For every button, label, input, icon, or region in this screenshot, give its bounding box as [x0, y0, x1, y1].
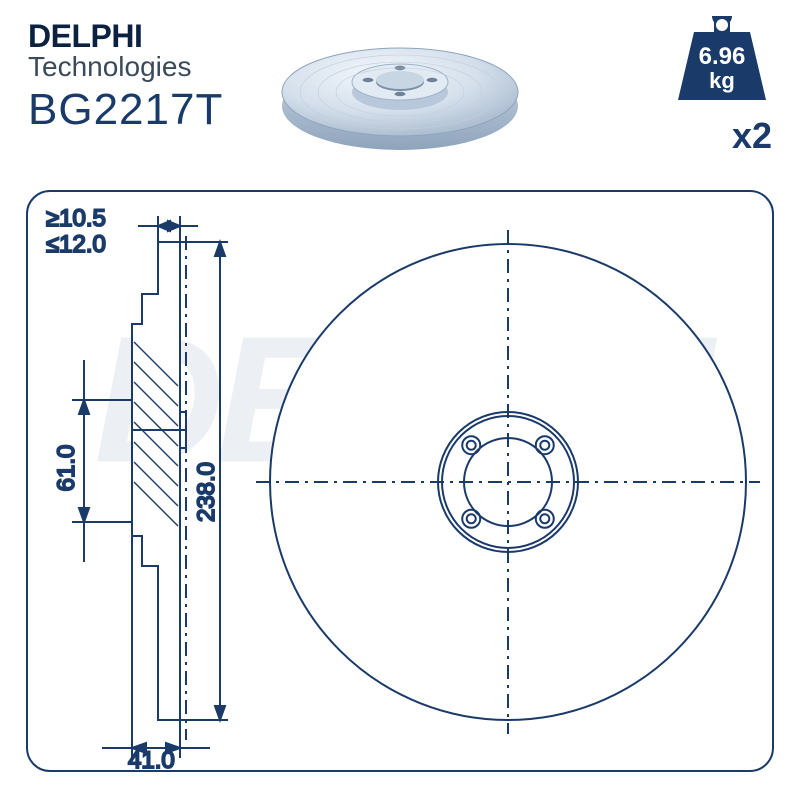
- dim-outer-diameter: 238.0: [193, 462, 220, 522]
- weight-block: 6.96 kg x2: [672, 16, 772, 157]
- technical-drawing: 238.0 61.0 ≥10.5: [28, 192, 772, 770]
- quantity-label: x2: [672, 115, 772, 157]
- dim-thickness-max: ≤12.0: [46, 231, 106, 258]
- brand-sub: Technologies: [28, 51, 223, 83]
- brand-name: DELPHI: [28, 18, 223, 55]
- dim-thickness-min: ≥10.5: [46, 205, 106, 232]
- product-render: [260, 20, 540, 170]
- dim-hub-height: 61.0: [53, 445, 80, 492]
- weight-value: 6.96: [699, 43, 746, 70]
- part-number: BG2217T: [28, 85, 223, 135]
- side-view: 238.0 61.0 ≥10.5: [46, 205, 228, 770]
- diagram-frame: 238.0 61.0 ≥10.5: [26, 190, 774, 772]
- front-view: [256, 230, 760, 734]
- weight-icon: 6.96 kg: [672, 16, 772, 106]
- dim-hat-diameter: 41.0: [128, 747, 175, 770]
- weight-unit: kg: [709, 68, 735, 93]
- header: DELPHI Technologies BG2217T: [0, 0, 800, 190]
- brand-block: DELPHI Technologies BG2217T: [28, 18, 223, 135]
